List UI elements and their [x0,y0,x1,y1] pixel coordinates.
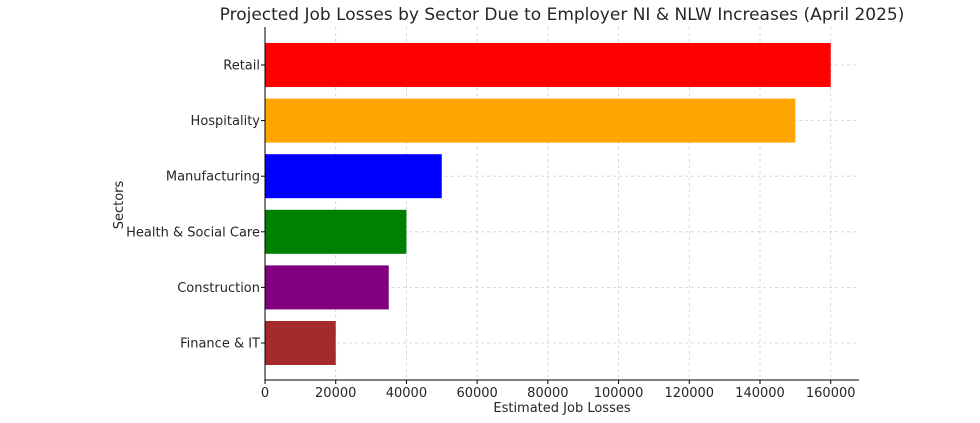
bar-manufacturing [265,154,442,199]
bars [265,43,831,365]
y-tick-label: Construction [177,281,260,296]
x-tick-label: 20000 [315,386,356,401]
x-tick-label: 100000 [594,386,644,401]
y-tick-label: Manufacturing [166,170,260,185]
x-axis-label: Estimated Job Losses [493,401,630,416]
y-tick-label: Finance & IT [180,337,260,352]
x-tick-label: 60000 [456,386,497,401]
x-tick-label: 140000 [735,386,785,401]
y-ticks: Retail Hospitality Manufacturing Health & S… [126,59,265,352]
x-tick-label: 120000 [664,386,714,401]
x-tick-label: 80000 [527,386,568,401]
y-tick-label: Health & Social Care [126,225,260,240]
bar-finance-it [265,321,336,365]
y-tick-label: Retail [223,59,260,74]
y-axis-label: Sectors [112,180,127,229]
x-tick-label: 160000 [806,386,856,401]
y-tick-label: Hospitality [191,114,261,129]
chart-title: Projected Job Losses by Sector Due to Em… [220,5,905,25]
bar-health-social-care [265,209,407,254]
x-ticks: 0 20000 40000 60000 80000 100000 120000 140000 1… [261,380,856,401]
x-tick-label: 0 [261,386,269,401]
bar-construction [265,265,389,310]
x-tick-label: 40000 [386,386,427,401]
bar-retail [265,43,831,87]
bar-hospitality [265,98,796,143]
